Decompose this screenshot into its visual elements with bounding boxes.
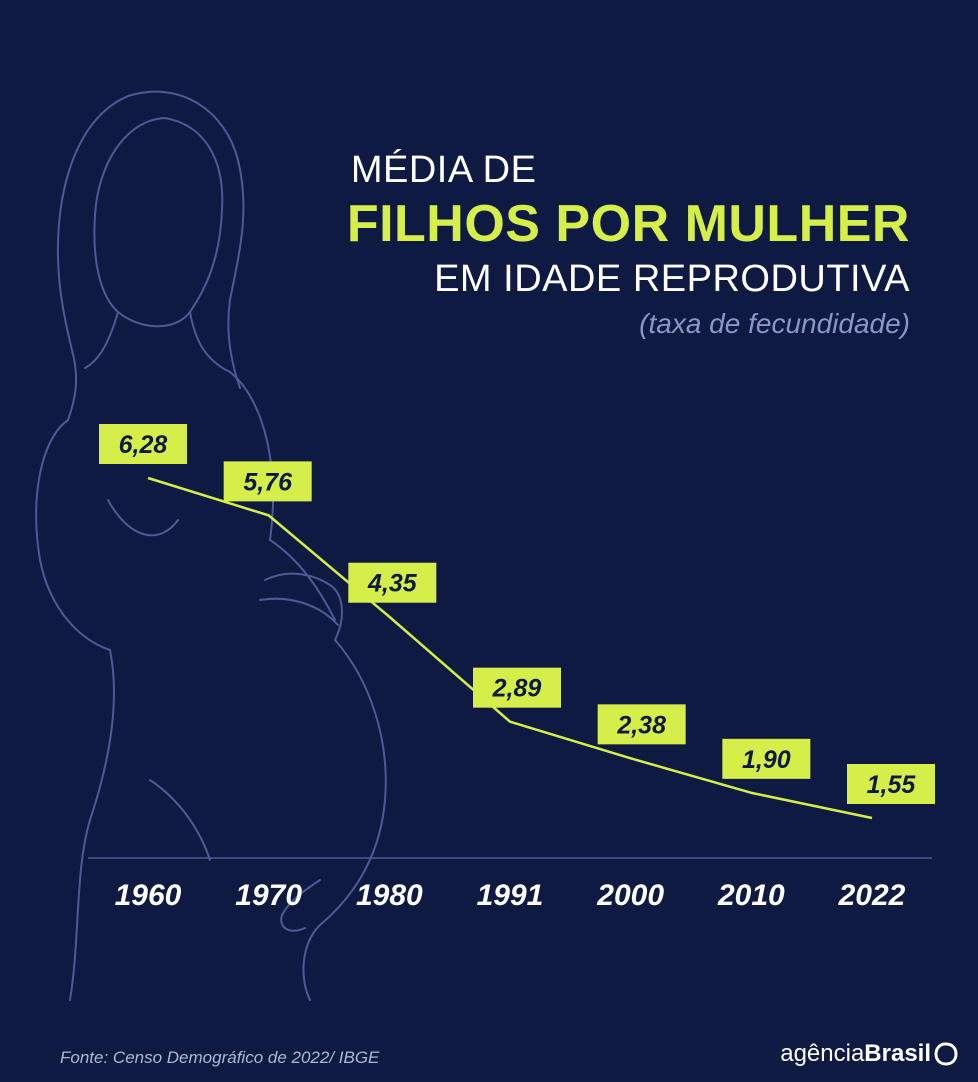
data-label-text: 1,55 xyxy=(867,771,917,799)
data-label-box xyxy=(847,764,935,804)
data-label-2000: 2,38 xyxy=(597,704,686,745)
x-tick-label-1991: 1991 xyxy=(477,879,544,912)
title-line-2: FILHOS POR MULHER xyxy=(346,195,910,253)
agencia-brasil-logo: agência Brasil xyxy=(780,1040,958,1068)
agencia-brasil-logo-icon xyxy=(934,1042,958,1066)
source-note: Fonte: Censo Demográfico de 2022/ IBGE xyxy=(60,1048,380,1067)
data-label-1960: 6,28 xyxy=(99,424,187,464)
title-line-4: (taxa de fecundidade) xyxy=(639,308,910,339)
data-label-text: 1,90 xyxy=(742,746,791,774)
data-label-text: 2,89 xyxy=(492,675,542,703)
x-tick-label-2010: 2010 xyxy=(717,879,785,912)
x-tick-label-1970: 1970 xyxy=(235,879,302,912)
data-label-2010: 1,90 xyxy=(722,738,811,779)
data-label-text: 4,35 xyxy=(367,570,418,598)
x-tick-label-2000: 2000 xyxy=(596,879,664,912)
data-label-box xyxy=(473,667,561,708)
x-tick-label-2022: 2022 xyxy=(838,879,906,912)
x-tick-label-1980: 1980 xyxy=(356,879,423,912)
data-label-1991: 2,89 xyxy=(473,667,561,708)
data-label-1970: 5,76 xyxy=(223,461,312,502)
data-label-2022: 1,55 xyxy=(847,764,935,804)
data-label-box xyxy=(348,562,437,603)
data-label-text: 2,38 xyxy=(616,711,666,739)
data-label-1980: 4,35 xyxy=(348,562,437,603)
data-label-box xyxy=(722,738,811,779)
data-label-box xyxy=(99,424,187,464)
title-line-1: MÉDIA DE xyxy=(350,149,537,191)
data-label-text: 6,28 xyxy=(119,431,168,459)
title-line-3: EM IDADE REPRODUTIVA xyxy=(434,258,910,300)
x-tick-label-1960: 1960 xyxy=(115,879,182,912)
data-label-text: 5,76 xyxy=(243,468,293,496)
logo-text-regular: agência xyxy=(780,1040,865,1067)
data-label-box xyxy=(597,704,686,745)
logo-text-bold: Brasil xyxy=(864,1040,931,1067)
data-label-box xyxy=(223,461,312,502)
series-line xyxy=(147,476,873,820)
chart-title-block: MÉDIA DE FILHOS POR MULHER EM IDADE REPR… xyxy=(347,148,910,346)
